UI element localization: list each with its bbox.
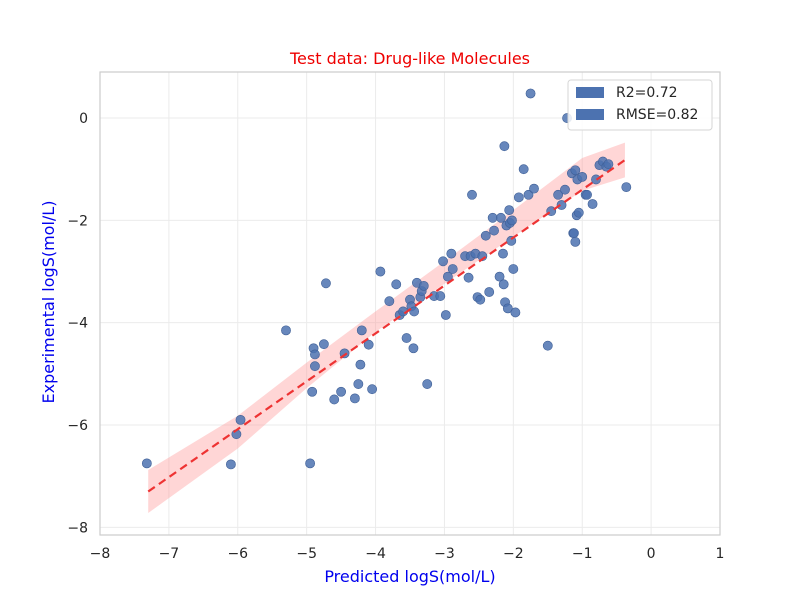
data-point [587,199,598,209]
data-point [570,165,581,176]
data-point [438,256,448,267]
x-axis-label: Predicted logS(mol/L) [324,567,495,586]
data-point [307,386,318,397]
x-tick-label: −5 [296,546,317,562]
regression-line [147,159,626,493]
legend-swatch [576,109,604,120]
data-point [281,325,291,336]
data-point [556,200,567,210]
data-point [305,458,316,469]
data-point [225,459,236,470]
y-tick-label: 0 [79,111,88,127]
data-point [487,212,498,223]
data-point [440,310,451,320]
x-axis-ticks: −8 −7 −6 −5 −4 −3 −2 −1 0 1 [90,546,725,562]
data-point [356,325,367,336]
x-tick-label: −6 [227,546,248,562]
data-point [235,414,246,425]
data-point [504,205,515,216]
x-tick-label: −3 [434,546,455,562]
data-point [498,279,509,290]
data-point [569,228,579,239]
x-tick-label: −1 [572,546,593,562]
data-point [577,171,588,182]
data-point [553,189,564,200]
data-point [467,189,477,200]
data-point [447,264,458,274]
data-point [480,230,491,241]
data-point [507,215,517,226]
data-point [560,184,570,195]
data-point [542,340,553,351]
y-tick-label: −4 [67,316,88,332]
data-point [363,339,374,350]
data-point [355,359,366,370]
x-tick-label: −2 [503,546,524,562]
data-point [570,236,581,247]
data-point [498,248,508,259]
y-tick-label: −8 [67,520,88,536]
x-tick-label: −4 [365,546,386,562]
data-point [489,225,499,236]
y-axis-ticks: −8 −6 −4 −2 0 [67,111,88,536]
data-point [318,339,329,350]
confidence-band [148,142,625,514]
data-point [582,189,592,200]
plot-area [99,71,721,536]
data-point [367,384,378,395]
y-axis-label: Experimental logS(mol/L) [39,201,58,404]
legend-entry: RMSE=0.82 [616,107,698,123]
data-point [353,379,364,389]
data-point [523,189,534,200]
data-point [463,272,474,283]
data-point [525,88,536,99]
x-tick-label: −8 [90,546,111,562]
data-point [484,287,495,297]
data-point [499,141,510,152]
data-point [518,164,529,175]
y-tick-label: −2 [67,213,88,229]
y-tick-label: −6 [67,418,88,434]
legend-swatch [576,87,604,98]
data-point [508,264,519,274]
data-point [349,393,360,404]
data-point [510,307,521,318]
data-point [422,379,433,389]
data-point [141,458,152,469]
data-point [409,306,420,317]
data-point [442,271,453,282]
plot-frame [99,71,721,536]
data-point [418,280,429,291]
x-tick-label: −7 [159,546,180,562]
chart-title: Test data: Drug-like Molecules [289,49,530,68]
x-tick-label: 1 [716,546,725,562]
x-tick-label: 0 [647,546,656,562]
data-point [391,279,402,290]
data-point [310,361,320,372]
data-point [329,394,340,405]
data-point [401,333,412,343]
data-point [496,212,506,223]
legend: R2=0.72 RMSE=0.82 [567,79,713,131]
data-point [321,278,331,289]
data-point [310,349,320,360]
data-point [513,192,524,203]
data-point [375,266,386,277]
data-point [529,183,539,194]
data-point [494,271,505,282]
data-point [591,174,601,185]
data-point [603,159,614,169]
data-point [446,248,457,259]
data-point [336,386,347,397]
data-point [502,303,513,314]
data-point [621,182,632,193]
data-point [408,343,419,354]
data-point [384,296,395,307]
legend-entry: R2=0.72 [616,85,678,101]
data-point [573,207,584,218]
data-point [435,291,446,301]
data-point [475,294,486,305]
